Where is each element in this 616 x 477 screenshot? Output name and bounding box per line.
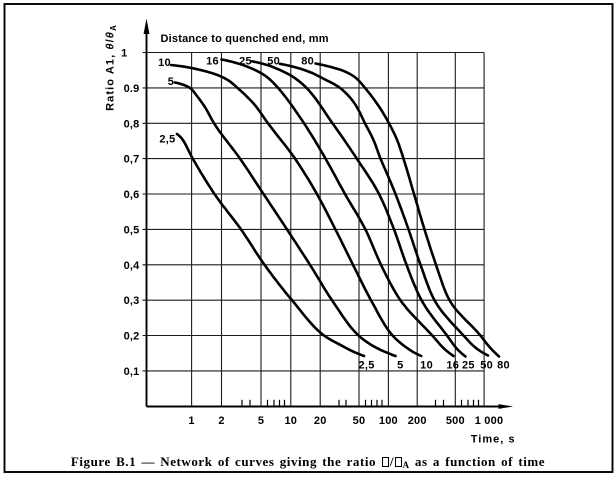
svg-text:1: 1	[121, 48, 127, 60]
svg-text:25: 25	[239, 56, 252, 68]
svg-text:0,4: 0,4	[124, 260, 141, 272]
svg-text:5: 5	[168, 76, 174, 88]
svg-text:16: 16	[206, 56, 219, 68]
svg-text:0,6: 0,6	[124, 189, 140, 201]
svg-text:500: 500	[446, 415, 465, 427]
svg-text:1 000: 1 000	[475, 415, 504, 427]
svg-text:50: 50	[267, 56, 280, 68]
svg-text:25: 25	[462, 360, 475, 372]
svg-text:Time, s: Time, s	[471, 434, 516, 446]
svg-text:10: 10	[284, 415, 297, 427]
svg-text:0.9: 0.9	[124, 83, 140, 95]
svg-text:200: 200	[408, 415, 427, 427]
svg-text:0,2: 0,2	[124, 331, 140, 343]
svg-text:100: 100	[379, 415, 398, 427]
svg-text:5: 5	[258, 415, 264, 427]
svg-text:20: 20	[314, 415, 327, 427]
svg-text:1: 1	[188, 415, 194, 427]
svg-text:2: 2	[218, 415, 224, 427]
svg-text:0,8: 0,8	[124, 118, 140, 130]
svg-text:0,5: 0,5	[124, 224, 140, 236]
svg-text:Ratio A1, θ/θA: Ratio A1, θ/θA	[105, 24, 119, 111]
svg-text:16: 16	[446, 360, 459, 372]
svg-text:Distance to quenched end, mm: Distance to quenched end, mm	[161, 33, 329, 45]
svg-text:0,7: 0,7	[124, 154, 140, 166]
svg-text:80: 80	[497, 360, 510, 372]
svg-text:10: 10	[420, 360, 433, 372]
svg-text:5: 5	[397, 360, 403, 372]
svg-text:80: 80	[301, 56, 314, 68]
svg-text:50: 50	[353, 415, 366, 427]
svg-text:50: 50	[480, 360, 493, 372]
svg-text:2,5: 2,5	[358, 360, 374, 372]
svg-text:0,3: 0,3	[124, 295, 140, 307]
svg-text:2,5: 2,5	[159, 134, 175, 146]
svg-text:0,1: 0,1	[124, 366, 140, 378]
svg-text:10: 10	[158, 57, 171, 69]
